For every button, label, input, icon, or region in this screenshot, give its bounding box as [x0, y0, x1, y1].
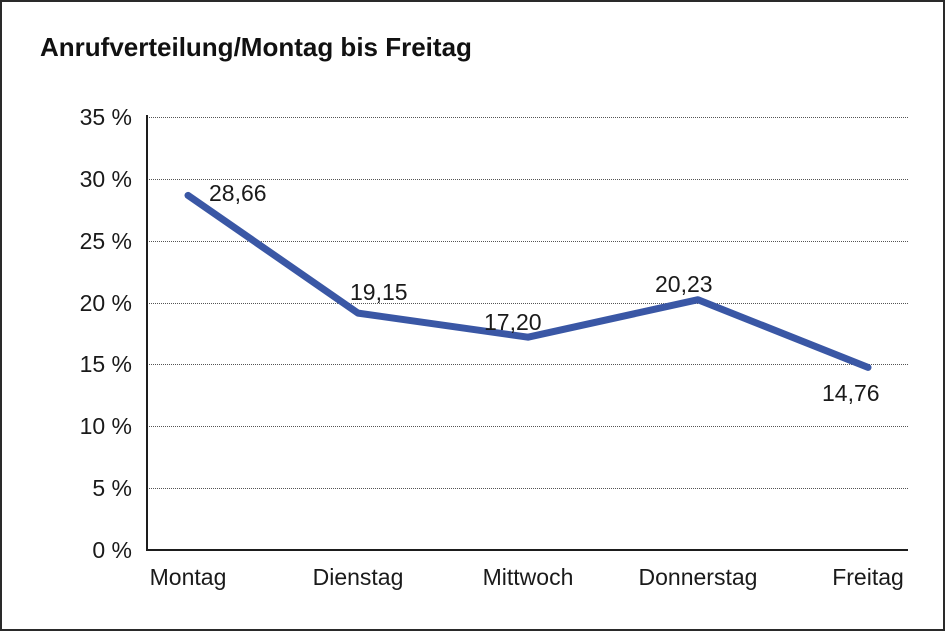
- gridline: [147, 364, 908, 365]
- y-axis-tick-label: 30 %: [79, 166, 132, 192]
- x-axis-label: Freitag: [832, 564, 904, 590]
- data-point-label: 19,15: [350, 279, 408, 305]
- x-axis-label: Dienstag: [312, 564, 404, 590]
- x-axis-label: Donnerstag: [638, 564, 758, 590]
- data-point-label: 28,66: [209, 180, 267, 206]
- chart-title: Anrufverteilung/Montag bis Freitag: [40, 32, 472, 62]
- y-axis-tick-label: 20 %: [79, 290, 132, 316]
- y-axis-tick-label: 0 %: [92, 537, 132, 563]
- data-point-label: 17,20: [484, 309, 542, 335]
- y-axis-tick-label: 5 %: [92, 475, 132, 501]
- x-axis-label: Mittwoch: [482, 564, 574, 590]
- y-axis-tick-label: 25 %: [79, 228, 132, 254]
- x-axis-label: Montag: [149, 564, 227, 590]
- gridline: [147, 303, 908, 304]
- gridline: [147, 488, 908, 489]
- y-axis-line: [146, 115, 148, 550]
- data-point-label: 14,76: [822, 380, 880, 406]
- y-axis-tick-label: 10 %: [79, 413, 132, 439]
- y-axis-tick-label: 35 %: [79, 104, 132, 130]
- gridline: [147, 426, 908, 427]
- gridline: [147, 179, 908, 180]
- data-point-label: 20,23: [655, 271, 713, 297]
- gridline: [147, 117, 908, 118]
- gridline: [147, 241, 908, 242]
- x-axis-line: [146, 549, 908, 551]
- y-axis-tick-label: 15 %: [79, 351, 132, 377]
- series-line: [184, 191, 872, 371]
